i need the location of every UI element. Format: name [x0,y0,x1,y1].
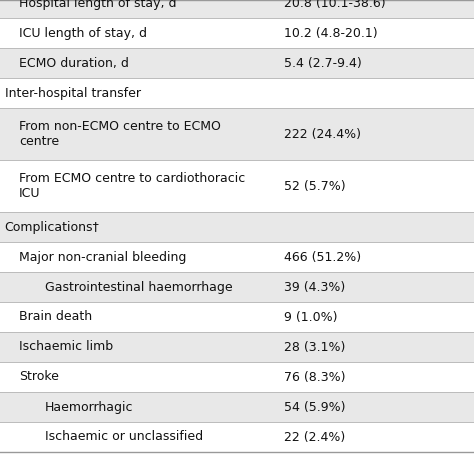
Bar [0,212,474,242]
Bar [0,332,474,362]
Text: 466 (51.2%): 466 (51.2%) [284,250,362,264]
Bar [0,392,474,422]
Bar [0,422,474,452]
Bar [0,108,474,160]
Text: Major non-cranial bleeding: Major non-cranial bleeding [19,250,186,264]
Text: Inter-hospital transfer: Inter-hospital transfer [5,86,141,100]
Bar [0,18,474,48]
Text: 52 (5.7%): 52 (5.7%) [284,180,346,192]
Text: Stroke: Stroke [19,371,59,383]
Text: 54 (5.9%): 54 (5.9%) [284,401,346,413]
Text: 76 (8.3%): 76 (8.3%) [284,371,346,383]
Text: Gastrointestinal haemorrhage: Gastrointestinal haemorrhage [45,281,233,293]
Text: 222 (24.4%): 222 (24.4%) [284,128,361,140]
Text: ICU length of stay, d: ICU length of stay, d [19,27,147,39]
Bar [0,362,474,392]
Text: From ECMO centre to cardiothoracic
ICU: From ECMO centre to cardiothoracic ICU [19,172,245,200]
Text: 28 (3.1%): 28 (3.1%) [284,340,346,354]
Text: Ischaemic or unclassified: Ischaemic or unclassified [45,430,203,444]
Text: Brain death: Brain death [19,310,92,323]
Bar [0,272,474,302]
Bar [0,78,474,108]
Bar [0,0,474,18]
Text: ECMO duration, d: ECMO duration, d [19,56,129,70]
Text: Haemorrhagic: Haemorrhagic [45,401,134,413]
Text: 10.2 (4.8-20.1): 10.2 (4.8-20.1) [284,27,378,39]
Text: 22 (2.4%): 22 (2.4%) [284,430,346,444]
Bar [0,302,474,332]
Text: 20.8 (10.1-38.6): 20.8 (10.1-38.6) [284,0,386,9]
Bar [0,242,474,272]
Text: Complications†: Complications† [5,220,100,234]
Bar [0,48,474,78]
Text: Hospital length of stay, d: Hospital length of stay, d [19,0,176,9]
Text: From non-ECMO centre to ECMO
centre: From non-ECMO centre to ECMO centre [19,120,221,148]
Text: 9 (1.0%): 9 (1.0%) [284,310,338,323]
Text: 5.4 (2.7-9.4): 5.4 (2.7-9.4) [284,56,362,70]
Bar [0,160,474,212]
Text: Ischaemic limb: Ischaemic limb [19,340,113,354]
Text: 39 (4.3%): 39 (4.3%) [284,281,346,293]
